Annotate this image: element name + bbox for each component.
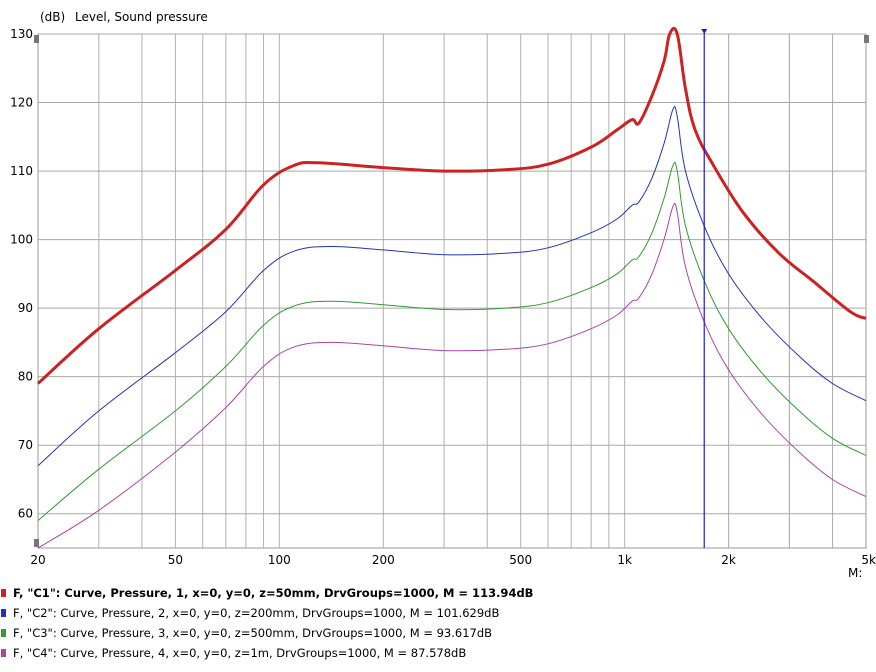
legend-swatch [1,609,6,617]
marker-cursor[interactable] [701,29,708,548]
plot-frame [37,33,867,549]
chart-plot: (dB) Level, Sound pressure 130 120 110 100 9… [10,10,876,580]
legend-swatch [1,629,6,637]
y-tick-label: 60 [18,507,33,521]
legend-text: F, "C2": Curve, Pressure, 2, x=0, y=0, z… [13,606,500,620]
x-tick-label: 2k [721,553,736,567]
scale-handle-top [34,35,39,43]
grid [37,33,867,549]
y-tick-label: 70 [18,438,33,452]
legend-text: F, "C4": Curve, Pressure, 4, x=0, y=0, z… [13,646,467,660]
x-tick-label: 1k [617,553,632,567]
legend-text: F, "C1": Curve, Pressure, 1, x=0, y=0, z… [13,586,534,600]
legend-item-c3[interactable]: F, "C3": Curve, Pressure, 3, x=0, y=0, z… [0,623,876,643]
scale-handle-right [864,35,869,43]
legend-item-c1[interactable]: F, "C1": Curve, Pressure, 1, x=0, y=0, z… [0,583,876,603]
x-tick-label: 5k [861,553,876,567]
y-tick-label: 90 [18,301,33,315]
y-tick-label: 130 [10,27,33,41]
series-line-c3 [37,161,867,521]
series-line-c1 [36,26,867,385]
marker-triangle-icon [701,29,708,34]
scale-handle-bottom [34,539,39,547]
y-tick-label: 80 [18,370,33,384]
legend-swatch [1,589,6,597]
series-line-c2 [37,105,867,467]
axis-ticks: 130 120 110 100 90 80 70 60 20 50 100 200 500 1k 2k 5k [10,27,876,567]
marker-label: M: [848,566,862,580]
y-tick-label: 100 [10,233,33,247]
legend-text: F, "C3": Curve, Pressure, 3, x=0, y=0, z… [13,626,493,640]
x-tick-label: 50 [168,553,183,567]
legend-swatch [1,649,6,657]
legend-item-c2[interactable]: F, "C2": Curve, Pressure, 2, x=0, y=0, z… [0,603,876,623]
y-axis-unit: (dB) [40,10,65,24]
y-axis-title: Level, Sound pressure [75,10,208,24]
x-tick-label: 500 [509,553,532,567]
legend-item-c4[interactable]: F, "C4": Curve, Pressure, 4, x=0, y=0, z… [0,643,876,663]
y-tick-label: 120 [10,96,33,110]
x-tick-label: 200 [372,553,395,567]
y-tick-label: 110 [10,164,33,178]
series-line-c4 [37,202,867,549]
series-lines [36,26,867,549]
y-axis-label: (dB) Level, Sound pressure [40,10,208,24]
x-tick-label: 100 [268,553,291,567]
x-tick-label: 20 [30,553,45,567]
